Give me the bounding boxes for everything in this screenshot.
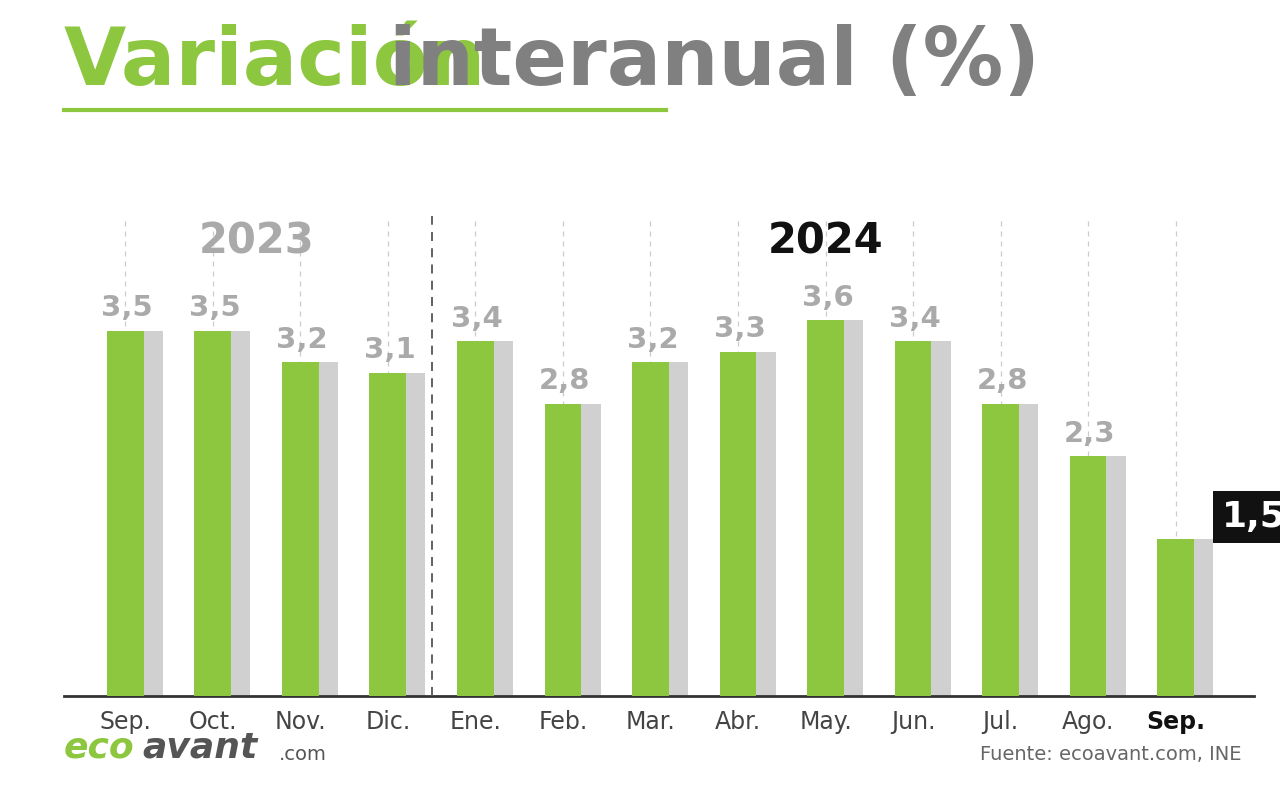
Bar xyxy=(719,352,756,696)
Bar xyxy=(827,320,863,696)
Text: 3,6: 3,6 xyxy=(801,284,854,312)
Text: 3,4: 3,4 xyxy=(452,305,503,333)
Text: avant: avant xyxy=(142,730,257,764)
Bar xyxy=(1070,456,1106,696)
Text: interanual (%): interanual (%) xyxy=(361,24,1039,102)
Text: 2023: 2023 xyxy=(198,221,315,263)
Bar xyxy=(1157,539,1194,696)
Bar xyxy=(389,373,425,696)
Text: 3,3: 3,3 xyxy=(714,315,765,343)
Text: 2,8: 2,8 xyxy=(977,367,1028,395)
Bar xyxy=(195,330,232,696)
Text: 3,2: 3,2 xyxy=(276,326,328,354)
Text: Fuente: ecoavant.com, INE: Fuente: ecoavant.com, INE xyxy=(980,745,1242,764)
Bar xyxy=(895,342,932,696)
Bar xyxy=(476,342,513,696)
Bar xyxy=(457,342,494,696)
Text: 3,4: 3,4 xyxy=(890,305,941,333)
Text: .com: .com xyxy=(279,745,326,764)
Text: 1,5: 1,5 xyxy=(1222,500,1280,534)
Text: Variación: Variación xyxy=(64,24,486,102)
Bar xyxy=(652,362,689,696)
Bar xyxy=(1001,404,1038,696)
Bar xyxy=(1089,456,1125,696)
Bar xyxy=(127,330,163,696)
Bar xyxy=(808,320,844,696)
Bar xyxy=(370,373,406,696)
Bar xyxy=(563,404,600,696)
Bar xyxy=(1176,539,1213,696)
Text: 3,5: 3,5 xyxy=(101,294,154,322)
Bar xyxy=(544,404,581,696)
Text: 2,3: 2,3 xyxy=(1064,420,1116,448)
Text: 2024: 2024 xyxy=(768,221,883,263)
Bar xyxy=(739,352,776,696)
Bar xyxy=(982,404,1019,696)
Text: 2,8: 2,8 xyxy=(539,367,590,395)
Bar xyxy=(914,342,951,696)
Text: eco: eco xyxy=(64,730,134,764)
Text: 3,5: 3,5 xyxy=(189,294,241,322)
Text: 3,1: 3,1 xyxy=(364,336,416,364)
Bar xyxy=(632,362,669,696)
Bar xyxy=(301,362,338,696)
Bar xyxy=(108,330,143,696)
Bar xyxy=(214,330,251,696)
Text: 3,2: 3,2 xyxy=(627,326,678,354)
Bar xyxy=(282,362,319,696)
